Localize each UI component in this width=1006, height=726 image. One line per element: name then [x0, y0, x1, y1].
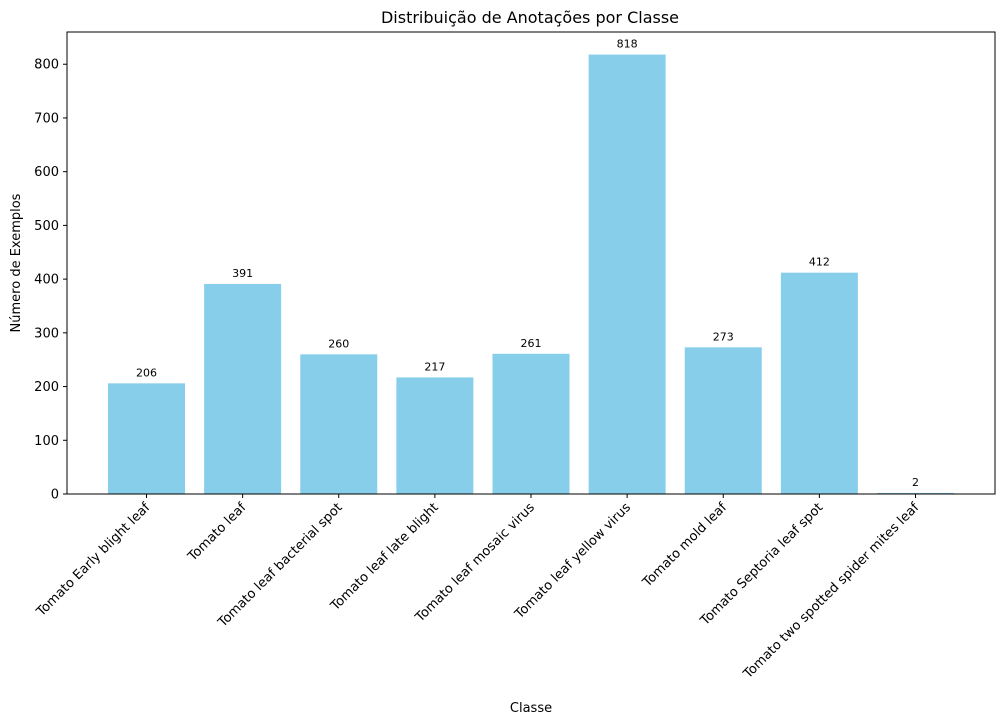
bar — [492, 353, 570, 494]
x-axis-title: Classe — [510, 701, 552, 716]
bar — [877, 492, 954, 494]
y-tick-label: 300 — [34, 326, 59, 341]
bar — [588, 54, 666, 494]
chart-title: Distribuição de Anotações por Classe — [381, 8, 679, 27]
y-axis: 0 100 200 300 400 500 600 700 800 — [34, 58, 67, 503]
bar-value-label: 391 — [232, 267, 253, 280]
x-tick-label: Tomato leaf — [185, 500, 250, 565]
bar-value-label: 206 — [136, 366, 157, 379]
bar — [300, 354, 378, 494]
bar-value-label: 260 — [328, 337, 349, 350]
bar — [108, 383, 185, 494]
y-tick-label: 100 — [34, 434, 59, 449]
x-tick-label: Tomato leaf late blight — [327, 500, 441, 614]
y-tick-label: 0 — [51, 488, 59, 503]
bar — [780, 272, 858, 494]
x-tick-label: Tomato two spotted spider mites leaf — [740, 500, 922, 682]
bar-value-label: 412 — [809, 256, 830, 269]
y-tick-label: 400 — [34, 273, 59, 288]
bars-layer — [108, 54, 954, 494]
y-tick-label: 600 — [34, 165, 59, 180]
y-tick-label: 200 — [34, 380, 59, 395]
y-tick-label: 500 — [34, 219, 59, 234]
bar — [204, 283, 282, 494]
plot-frame — [66, 31, 996, 495]
x-tick-label: Tomato mold leaf — [639, 500, 730, 591]
bar — [396, 377, 474, 494]
bar-value-label: 2 — [912, 476, 919, 489]
bar-value-label: 818 — [617, 38, 638, 51]
x-tick-label: Tomato Early blight leaf — [33, 500, 153, 620]
y-tick-label: 800 — [34, 58, 59, 73]
x-axis: Tomato Early blight leaf Tomato leaf Tomat… — [33, 494, 923, 682]
bar-value-label: 217 — [424, 360, 445, 373]
y-tick-label: 700 — [34, 111, 59, 126]
bar-value-label: 273 — [713, 330, 734, 343]
y-axis-title: Número de Exemplos — [9, 193, 24, 332]
bar — [684, 347, 762, 494]
bar-value-label: 261 — [521, 337, 542, 350]
bar-labels-layer: 206 391 260 217 261 818 273 412 2 — [136, 38, 919, 489]
